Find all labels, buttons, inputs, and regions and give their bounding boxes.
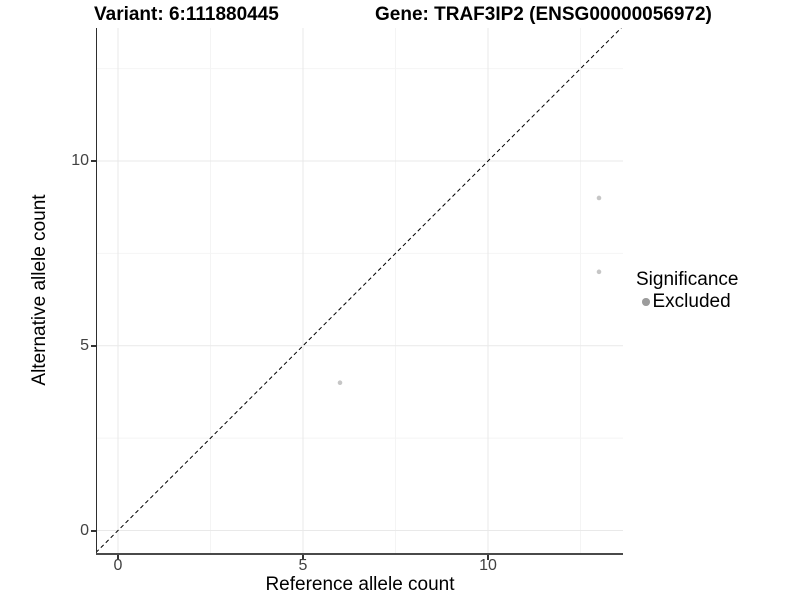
x-axis-title: Reference allele count (265, 574, 455, 595)
x-tick-mark-10 (487, 555, 489, 560)
legend-item-excluded: Excluded (636, 291, 738, 313)
x-tick-label: 0 (113, 557, 123, 574)
x-tick-mark-5 (302, 555, 304, 560)
y-axis-line (95, 28, 97, 555)
variant-title: Variant: 6:111880445 (94, 4, 279, 25)
x-axis-line (95, 553, 623, 555)
y-tick-label: 5 (80, 337, 89, 354)
x-tick-label: 5 (298, 557, 308, 574)
x-tick-label: 10 (479, 557, 497, 574)
identity-line (97, 28, 622, 553)
legend-item-label: Excluded (652, 291, 731, 312)
y-tick-mark-0 (90, 530, 96, 532)
y-tick-mark-10 (90, 160, 96, 162)
y-axis-title: Alternative allele count (29, 194, 50, 386)
x-tick-mark-0 (117, 555, 119, 560)
legend-title: Significance (636, 269, 739, 290)
legend: Significance Excluded (636, 269, 738, 313)
plot-panel (97, 28, 623, 554)
legend-key-dot-icon (642, 298, 650, 306)
y-tick-label: 0 (80, 522, 89, 539)
data-point (337, 380, 343, 386)
gene-title: Gene: TRAF3IP2 (ENSG00000056972) (375, 4, 712, 25)
data-point (596, 195, 602, 201)
y-tick-mark-5 (90, 345, 96, 347)
data-point (596, 269, 602, 275)
y-tick-label: 10 (71, 152, 89, 169)
